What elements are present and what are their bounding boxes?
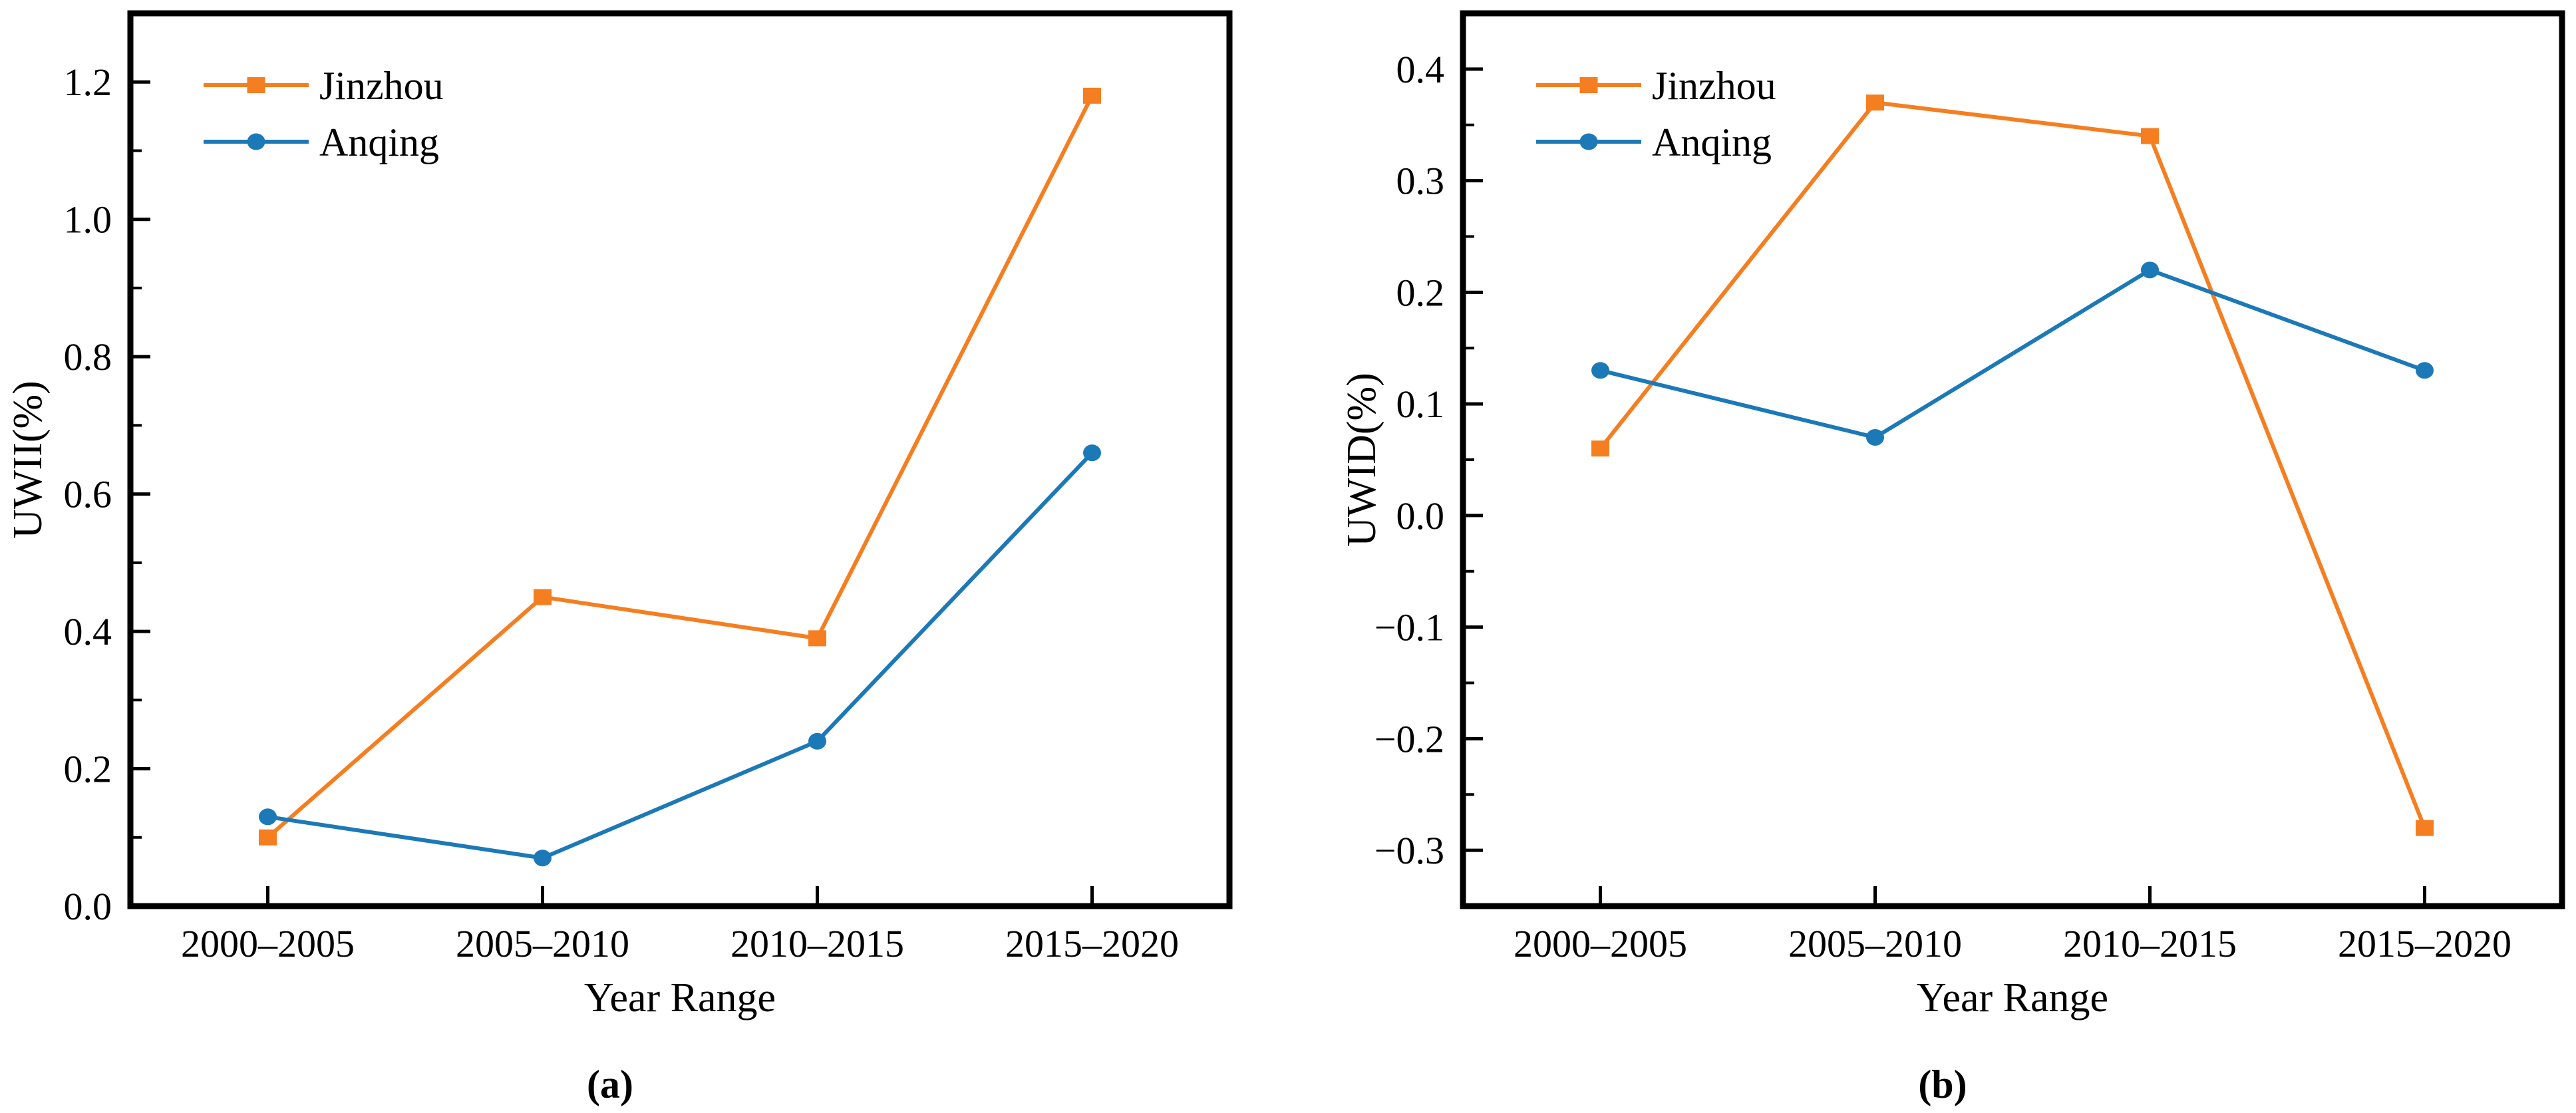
series-marker-circle: [259, 808, 277, 826]
series-marker-square: [2141, 128, 2159, 144]
series-marker-square: [808, 630, 826, 647]
plot-border: [1460, 10, 2565, 909]
series-marker-square: [259, 829, 277, 846]
series-marker-circle: [534, 850, 552, 867]
x-tick-label: 2015–2020: [1005, 922, 1179, 965]
legend: Jinzhou Anqing: [204, 64, 444, 164]
legend: Jinzhou Anqing: [1536, 64, 1776, 164]
y-tick-label: 0.2: [64, 748, 112, 791]
x-tick-label: 2010–2015: [2063, 922, 2237, 965]
series-marker-circle: [1866, 428, 1884, 446]
series-marker-square: [1083, 87, 1101, 104]
y-tick-label: 1.2: [64, 61, 112, 104]
series-marker-circle: [1083, 444, 1101, 462]
y-tick-label: 0.8: [64, 335, 112, 379]
subplot-caption-b: (b): [1918, 1062, 1967, 1106]
x-axis-title: Year Range: [584, 975, 776, 1021]
x-axis-title: Year Range: [1917, 975, 2108, 1021]
legend-label-jinzhou: Jinzhou: [319, 64, 444, 108]
y-tick-label: −0.1: [1374, 606, 1444, 649]
y-tick-label: 0.6: [64, 473, 112, 516]
series-marker-square: [534, 589, 552, 605]
series-line-anqing: [267, 451, 1094, 860]
legend-marker-square: [247, 77, 265, 93]
series-marker-square: [1591, 440, 1609, 457]
y-tick-label: 0.1: [1396, 383, 1445, 426]
plot-border: [127, 10, 1233, 909]
legend-marker-square: [1579, 77, 1598, 93]
legend-marker-circle: [247, 133, 265, 150]
chart-panel-a: 0.0 0.2 0.4 0.6 0.8 1.0 1.2 2000–2005 2005–2010 2…: [5, 10, 1233, 1106]
y-tick-label: 0.4: [1396, 48, 1445, 91]
legend-label-anqing: Anqing: [1652, 120, 1772, 164]
y-tick-label: −0.3: [1374, 829, 1444, 872]
x-tick-label: 2000–2005: [1514, 922, 1687, 965]
legend-marker-circle: [1579, 133, 1598, 150]
series-marker-square: [1866, 94, 1884, 111]
series-marker-circle: [2141, 261, 2159, 279]
y-tick-label: 1.0: [64, 198, 112, 241]
legend-label-jinzhou: Jinzhou: [1652, 64, 1776, 108]
y-tick-label: 0.0: [1396, 494, 1445, 538]
y-tick-label: 0.2: [1396, 271, 1445, 314]
series-marker-circle: [1591, 362, 1609, 379]
y-axis-title: UWID(%): [1339, 373, 1384, 547]
chart-panel-b: −0.3 −0.2 −0.1 0.0 0.1 0.2 0.3 0.4 2000–2005 2005…: [1339, 10, 2565, 1106]
y-tick-label: −0.2: [1374, 717, 1444, 760]
x-tick-label: 2000–2005: [181, 922, 355, 965]
series-marker-circle: [808, 732, 826, 750]
x-tick-label: 2015–2020: [2338, 922, 2511, 965]
legend-label-anqing: Anqing: [319, 120, 439, 164]
y-tick-label: 0.3: [1396, 160, 1445, 203]
y-axis-title: UWII(%): [5, 381, 51, 539]
x-tick-label: 2005–2010: [1788, 922, 1962, 965]
y-tick-label: 0.4: [64, 610, 112, 653]
y-tick-label: 0.0: [64, 885, 112, 928]
series-line-jinzhou: [1599, 100, 2427, 829]
x-tick-label: 2010–2015: [730, 922, 904, 965]
series-line-anqing: [1599, 267, 2426, 440]
x-tick-label: 2005–2010: [456, 922, 629, 965]
subplot-caption-a: (a): [587, 1062, 633, 1106]
series-marker-square: [2416, 820, 2434, 836]
series-marker-circle: [2416, 362, 2434, 379]
series-line-jinzhou: [266, 94, 1094, 840]
